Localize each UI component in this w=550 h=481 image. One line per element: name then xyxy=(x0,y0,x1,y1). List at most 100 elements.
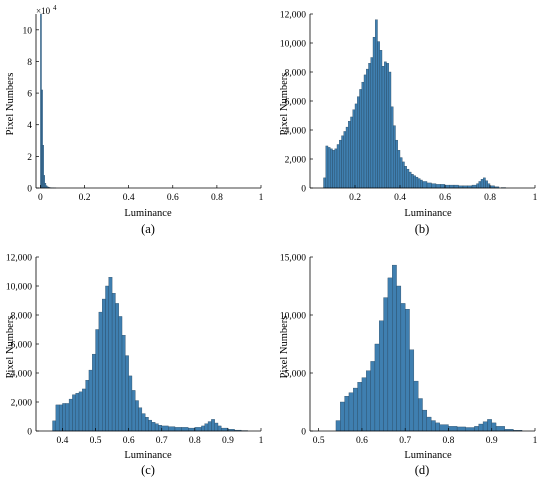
panel-a-exponent-power: 4 xyxy=(53,4,57,12)
panel-a-x-tick-label: 0.4 xyxy=(123,193,135,203)
panel-b-bar xyxy=(420,179,423,189)
panel-b-bar xyxy=(327,147,331,189)
panel-d-bar xyxy=(491,422,497,432)
panel-b-bar xyxy=(413,175,416,189)
panel-b-bar xyxy=(417,178,421,189)
panel-d-bar xyxy=(357,382,363,432)
panel-b-bar xyxy=(381,66,385,189)
panel-b-y-tick-label: 12,000 xyxy=(280,11,306,21)
panel-b-bar xyxy=(323,177,326,189)
panel-c-bar xyxy=(95,329,100,432)
panel-b-bar xyxy=(386,63,389,189)
panel-c-y-tick-label: 12,000 xyxy=(6,254,32,264)
panel-c-x-tick-label: 0.4 xyxy=(57,436,69,446)
panel-d-bar xyxy=(482,421,488,432)
panel-d-bar xyxy=(396,285,402,432)
panel-d-ylabel: Pixel Numbers xyxy=(279,316,290,379)
panel-c-ylabel: Pixel Numbers xyxy=(5,316,16,379)
panel-b-bar xyxy=(368,63,371,189)
panel-b-x-tick-label: 0.6 xyxy=(439,193,451,203)
panel-b-bar xyxy=(361,81,365,189)
panel-d-bar xyxy=(340,401,345,432)
panel-b-bar xyxy=(426,182,432,189)
panel-a-x-tick-label: 0 xyxy=(38,193,43,203)
panel-b-caption: (b) xyxy=(415,222,430,236)
panel-a-y-tick-label: 2 xyxy=(27,153,32,163)
panel-b-bar xyxy=(478,181,482,189)
panel-b-bar xyxy=(379,50,383,189)
panel-b-bar xyxy=(336,144,340,189)
panel-d-bar xyxy=(465,427,475,432)
panel-d-x-tick-label: 0.8 xyxy=(443,436,455,446)
panel-d-y-tick-label: 5,000 xyxy=(285,370,307,380)
panel-c-bar xyxy=(168,426,176,432)
panel-c-bar xyxy=(68,398,73,432)
panel-c-bar xyxy=(211,419,215,432)
panel-b-bar xyxy=(388,71,392,189)
panel-d-y-tick-label: 0 xyxy=(301,428,306,438)
panel-b-ylabel: Pixel Numbers xyxy=(279,73,290,136)
panel-d-bar xyxy=(413,380,419,432)
panel-d-bar xyxy=(430,420,436,432)
panel-d-x-tick-label: 0.9 xyxy=(486,436,498,446)
panel-a-y-tick-label: 6 xyxy=(27,90,32,100)
panel-d-bar xyxy=(474,426,479,432)
panel-b-y-tick-label: 4,000 xyxy=(285,127,307,137)
panel-b-bar xyxy=(444,184,450,189)
panel-d-bar xyxy=(409,349,415,432)
panel-b-bar xyxy=(471,184,477,189)
panel-b-bar xyxy=(406,168,410,189)
panel-c-bar xyxy=(98,311,103,432)
panel-a-x-tick-label: 0.2 xyxy=(79,193,91,203)
panel-c-bar xyxy=(65,403,70,432)
panel-c-x-tick-label: 0.8 xyxy=(189,436,201,446)
panel-d-bar xyxy=(379,320,384,432)
panel-d-x-tick-label: 0.5 xyxy=(313,436,325,446)
panel-b-bar xyxy=(480,179,484,189)
panel-a-xlabel: Luminance xyxy=(124,208,172,219)
panel-b-plot: 0.2 0.4 0.6 0.8 1 0 2,000 4,000 6,000 8,000 10,000… xyxy=(280,11,538,204)
panel-c-bar xyxy=(141,413,146,432)
panel-b-bar xyxy=(332,150,335,189)
panel-c-bar xyxy=(204,423,209,432)
panel-c-x-tick-label: 0.7 xyxy=(156,436,168,446)
panel-d-y-tick-label: 10,000 xyxy=(280,312,306,322)
panel-c-bar xyxy=(102,298,106,432)
panel-b-bar xyxy=(345,126,349,189)
panel-d-bar xyxy=(417,398,423,432)
panel-c-bar xyxy=(161,425,169,432)
panel-b-x-tick-label: 1 xyxy=(533,193,538,203)
panel-b-xlabel: Luminance xyxy=(404,208,452,219)
panel-c-bar xyxy=(58,404,63,432)
panel-d-x-tick-label: 0.7 xyxy=(399,436,411,446)
panel-b-bar xyxy=(366,68,369,189)
panel-d-bar xyxy=(456,426,466,432)
panel-b-y-tick-label: 2,000 xyxy=(285,156,307,166)
panel-c-bar xyxy=(135,400,139,432)
panel-c-bar xyxy=(121,335,126,432)
panel-c-bar xyxy=(75,393,80,432)
panel-c-bar xyxy=(111,293,116,432)
panel-a-bar xyxy=(44,183,47,189)
panel-c-caption: (c) xyxy=(141,463,155,477)
panel-d-xlabel: Luminance xyxy=(404,450,452,461)
panel-c-bar xyxy=(78,391,83,432)
panel-d-bar xyxy=(344,396,350,432)
panel-d-bar xyxy=(422,409,428,432)
panel-d-bar xyxy=(487,419,492,432)
panel-b-bar xyxy=(352,109,356,189)
panel-d-bar xyxy=(387,277,393,432)
panel-a-x-tick-label: 1 xyxy=(259,193,264,203)
panel-c-bar xyxy=(118,316,123,432)
panel-d-bar xyxy=(435,422,440,432)
panel-b-y-tick-label: 8,000 xyxy=(285,69,307,79)
panel-b-bar xyxy=(375,19,378,189)
panel-c-bar xyxy=(82,388,86,432)
panel-a-bar xyxy=(41,89,43,189)
panel-d-plot: 0.5 0.6 0.7 0.8 0.9 1 0 5,000 10,000 15,000 xyxy=(280,254,538,447)
panel-d-caption: (d) xyxy=(415,463,430,477)
panel-a: Pixel Numbers Luminance (a) ×10 4 xyxy=(5,4,172,236)
panel-b-bar xyxy=(343,131,347,189)
panel-d-x-tick-label: 1 xyxy=(533,436,538,446)
